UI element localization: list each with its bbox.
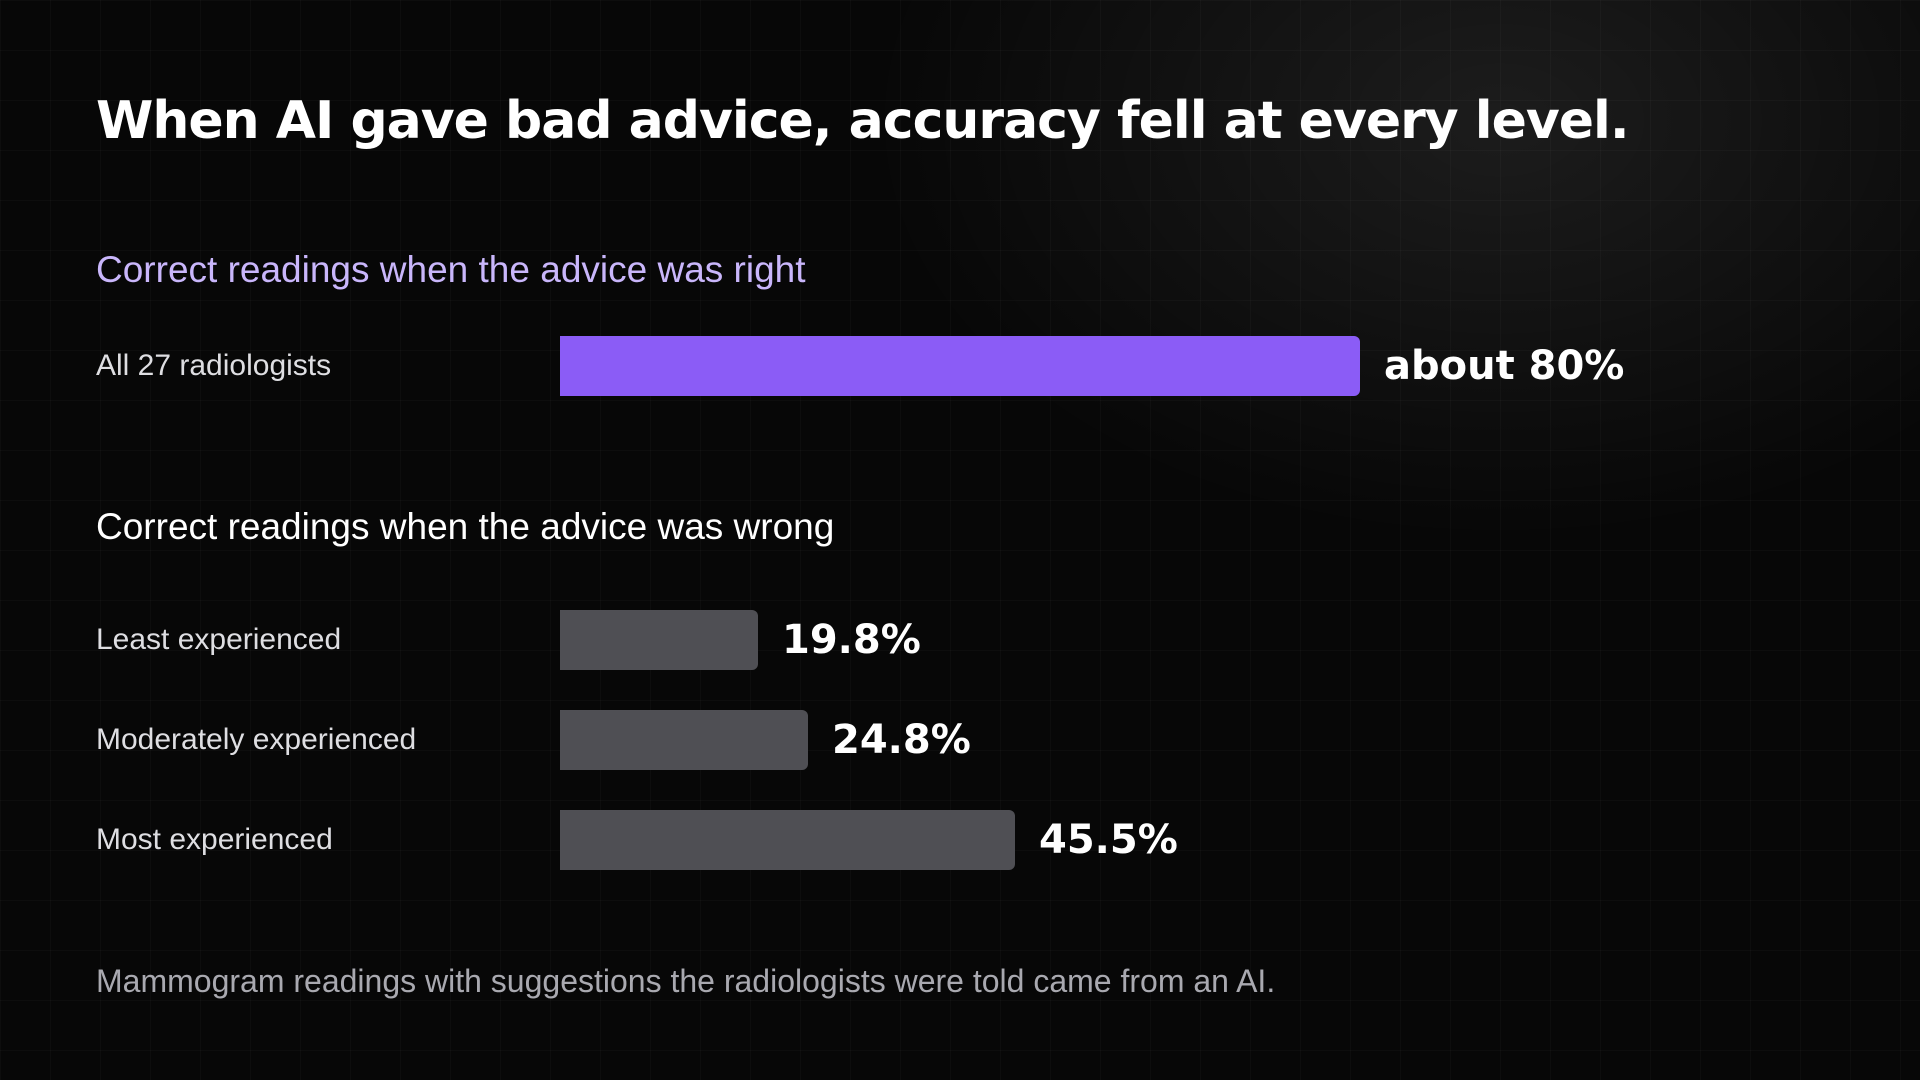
value-label-most-experienced: 45.5% [1039,817,1178,863]
value-label-moderately-experienced: 24.8% [832,717,971,763]
category-label-most-experienced: Most experienced [96,823,333,856]
category-label-all-27-radiologists: All 27 radiologists [96,349,332,382]
chart-title: When AI gave bad advice, accuracy fell a… [96,91,1630,151]
value-label-least-experienced: 19.8% [782,617,921,663]
bar-least-experienced [560,610,758,670]
section-heading-advice-right: Correct readings when the advice was rig… [96,249,806,290]
bar-moderately-experienced [560,710,808,770]
category-label-least-experienced: Least experienced [96,623,342,656]
category-label-moderately-experienced: Moderately experienced [96,723,417,756]
value-label-all-27-radiologists: about 80% [1384,343,1625,389]
section-heading-advice-wrong: Correct readings when the advice was wro… [96,506,835,547]
bar-most-experienced [560,810,1015,870]
bar-all-27-radiologists [560,336,1360,396]
footnote: Mammogram readings with suggestions the … [96,963,1276,999]
